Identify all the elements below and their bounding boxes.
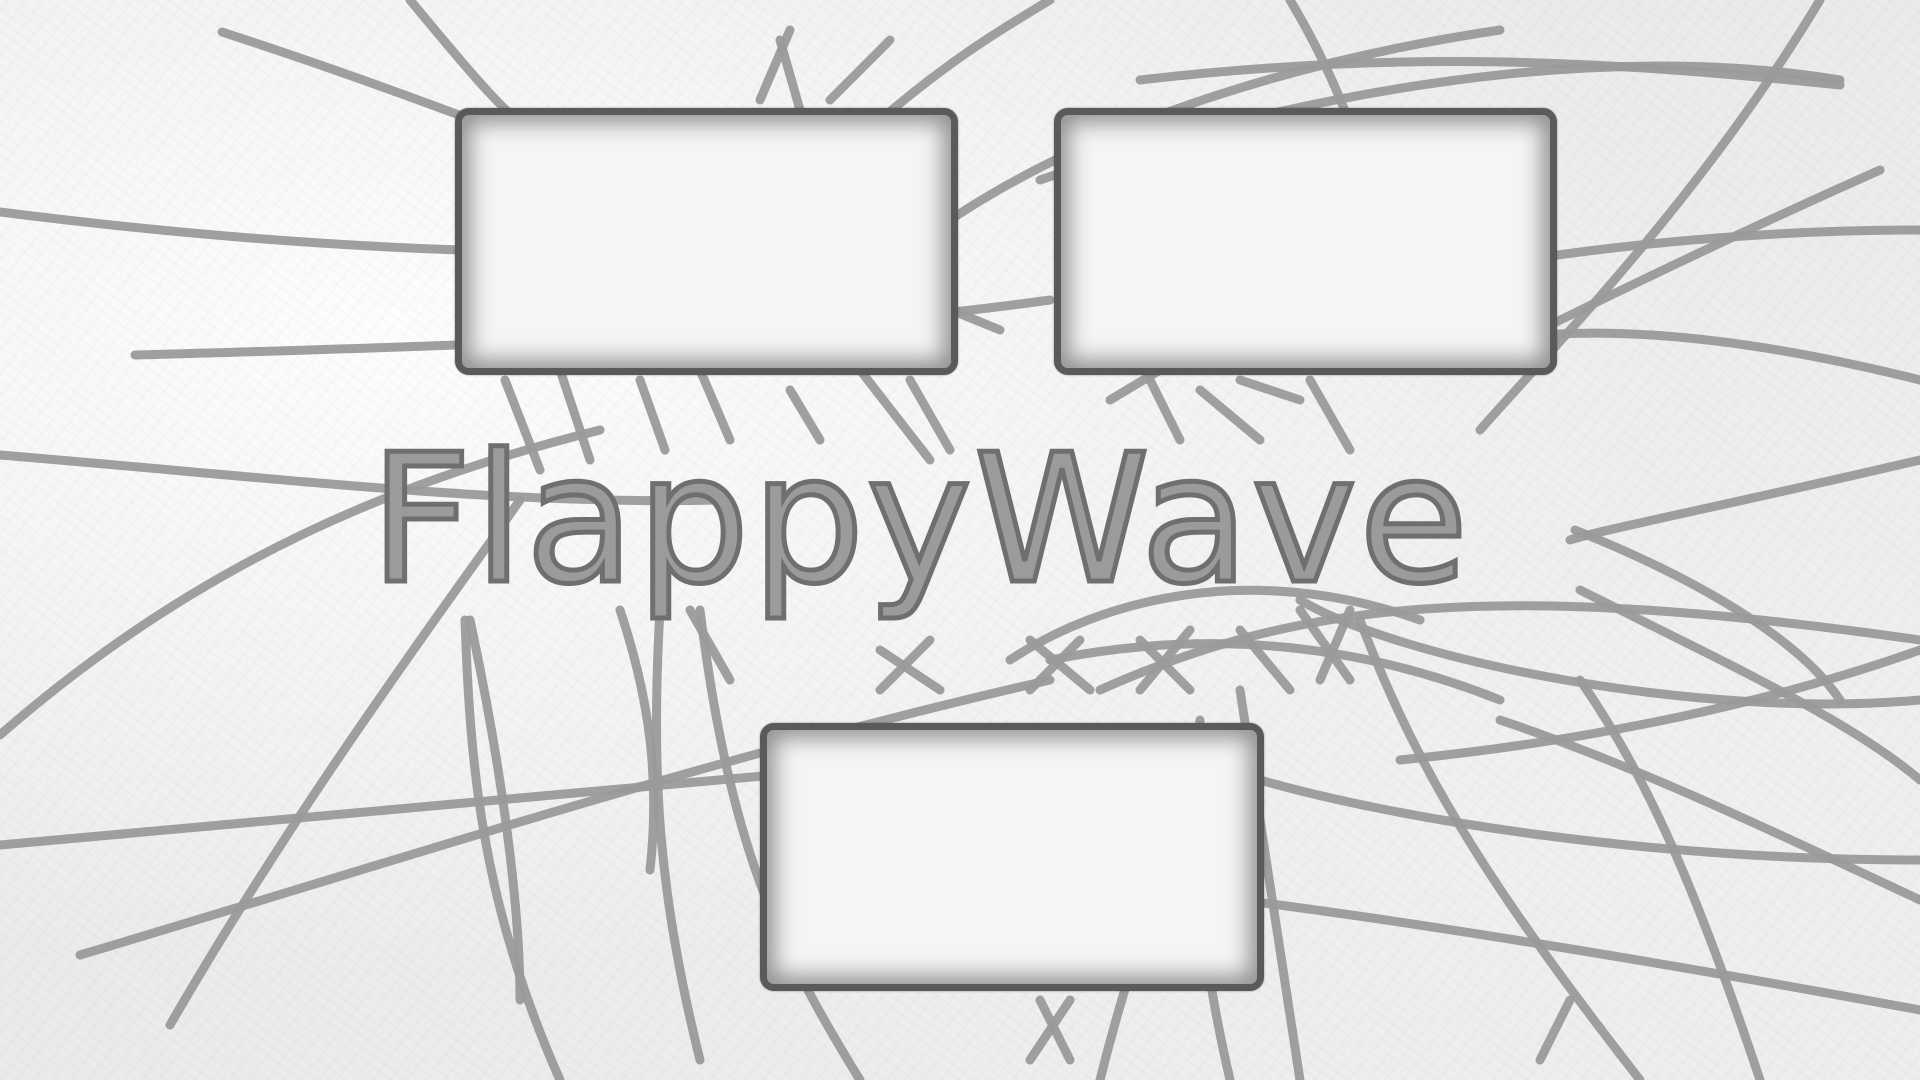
menu-button-top-right[interactable] <box>1054 108 1557 375</box>
menu-button-top-left[interactable] <box>455 108 958 375</box>
menu-button-bottom-label <box>767 730 1257 984</box>
menu-button-top-left-label <box>462 115 951 368</box>
menu-button-top-right-label <box>1061 115 1550 368</box>
game-title: FlappyWave <box>367 416 1471 623</box>
menu-button-bottom[interactable] <box>760 723 1264 991</box>
